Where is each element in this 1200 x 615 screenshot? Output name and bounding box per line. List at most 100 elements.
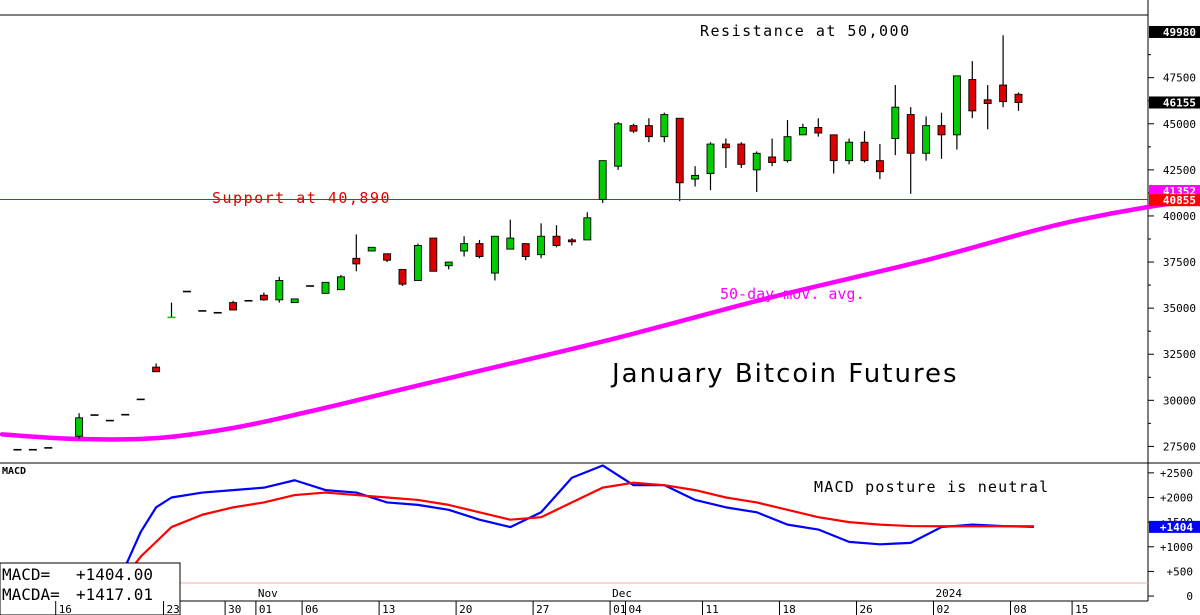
- candle-body: [614, 123, 623, 167]
- candle-body: [413, 245, 422, 281]
- candle: [906, 107, 915, 194]
- candle: [460, 236, 469, 257]
- candle: [275, 276, 284, 303]
- candle: [845, 138, 854, 165]
- candle: [321, 281, 330, 294]
- candle: [336, 274, 345, 291]
- candle: [937, 112, 946, 159]
- candle: [891, 85, 900, 156]
- x-day-label: 11: [706, 603, 719, 615]
- x-day-label: 02: [937, 603, 950, 615]
- candle-body: [860, 141, 869, 162]
- x-month-label: Dec: [612, 587, 632, 600]
- price-y-axis: 27500 30000 32500 35000 37500 40000 42500 45000…: [1148, 54, 1196, 453]
- candle: [983, 85, 992, 130]
- price-tick-label: 37500: [1163, 256, 1196, 269]
- candle-body: [367, 246, 376, 252]
- candle-body: [598, 160, 607, 200]
- x-day-label: 15: [1075, 603, 1088, 615]
- candle: [798, 123, 807, 136]
- candle-body: [506, 237, 515, 250]
- price-tick-label: 30000: [1163, 394, 1196, 407]
- candle: [229, 300, 238, 311]
- candle: [875, 144, 884, 180]
- x-day-label: 26: [860, 603, 873, 615]
- candle: [490, 235, 499, 281]
- price-flag-label: 49980: [1163, 26, 1196, 39]
- macd-panel-title: MACD: [2, 466, 26, 477]
- candle: [537, 223, 546, 259]
- x-day-label: 18: [783, 603, 796, 615]
- moving-average-label: 50-day mov. avg.: [720, 285, 865, 303]
- candle-body: [691, 174, 700, 180]
- x-day-label: 16: [59, 603, 72, 615]
- candle: [968, 61, 977, 119]
- x-day-label: 06: [305, 603, 318, 615]
- candle: [706, 142, 715, 191]
- x-day-label: 27: [536, 603, 549, 615]
- candle: [429, 237, 438, 272]
- candle: [552, 225, 561, 248]
- x-month-label: 2024: [936, 587, 963, 600]
- candle-body: [352, 257, 361, 265]
- candle-body: [567, 239, 576, 243]
- macd-tick-label: +2500: [1160, 467, 1193, 480]
- candle: [413, 243, 422, 281]
- candle-body: [429, 237, 438, 272]
- candle: [1014, 92, 1023, 111]
- candle: [567, 238, 576, 246]
- candle: [952, 75, 961, 150]
- candle-body: [922, 125, 931, 154]
- x-day-label: 13: [382, 603, 395, 615]
- x-day-label: 08: [1014, 603, 1027, 615]
- candle-body: [444, 261, 453, 267]
- candle-body: [583, 217, 592, 241]
- candle: [999, 35, 1008, 108]
- macd-tick-label: +1000: [1160, 541, 1193, 554]
- candle-body: [737, 143, 746, 165]
- candle-body: [275, 280, 284, 301]
- macd-y-axis: 0+500+1000+1500+2000+2500+1404: [1148, 467, 1200, 603]
- x-day-label: 01: [259, 603, 272, 615]
- candle-body: [521, 243, 530, 257]
- candle: [152, 363, 161, 373]
- moving-average-layer: [0, 197, 1200, 442]
- candle-body: [721, 143, 730, 149]
- candle: [721, 138, 730, 169]
- candle: [583, 212, 592, 241]
- x-day-label: 20: [459, 603, 472, 615]
- candle-body: [783, 136, 792, 162]
- macda-readout-value: +1417.01: [76, 585, 153, 604]
- candle-body: [644, 125, 653, 138]
- price-tick-label: 45000: [1163, 118, 1196, 131]
- macd-line: [17, 464, 1034, 603]
- macd-signal-line: [17, 481, 1034, 603]
- candle: [768, 138, 777, 167]
- candle: [675, 117, 684, 202]
- candle-body: [845, 141, 854, 162]
- candle-body: [937, 125, 946, 136]
- candle-body: [629, 125, 638, 132]
- candle-body: [290, 298, 299, 304]
- price-flag-label: 46155: [1163, 96, 1196, 109]
- x-day-label: 01: [613, 603, 626, 615]
- candle-body: [259, 294, 268, 301]
- price-tick-label: 47500: [1163, 72, 1196, 85]
- macd-annotation: MACD posture is neutral: [814, 478, 1049, 496]
- candle: [506, 219, 515, 250]
- candle: [829, 134, 838, 174]
- candle-body: [906, 114, 915, 154]
- x-day-label: 23: [167, 603, 180, 615]
- candle: [398, 268, 407, 287]
- candle: [737, 142, 746, 169]
- candle-body: [537, 235, 546, 256]
- price-flag-box: [1149, 25, 1200, 38]
- candle-body: [706, 143, 715, 175]
- candle-body: [798, 127, 807, 136]
- x-month-label: Nov: [258, 587, 278, 600]
- macd-flag-box: [1149, 520, 1200, 533]
- macd-tick-label: +2000: [1160, 492, 1193, 505]
- moving-average-line: [0, 197, 1200, 442]
- candle-body: [968, 79, 977, 112]
